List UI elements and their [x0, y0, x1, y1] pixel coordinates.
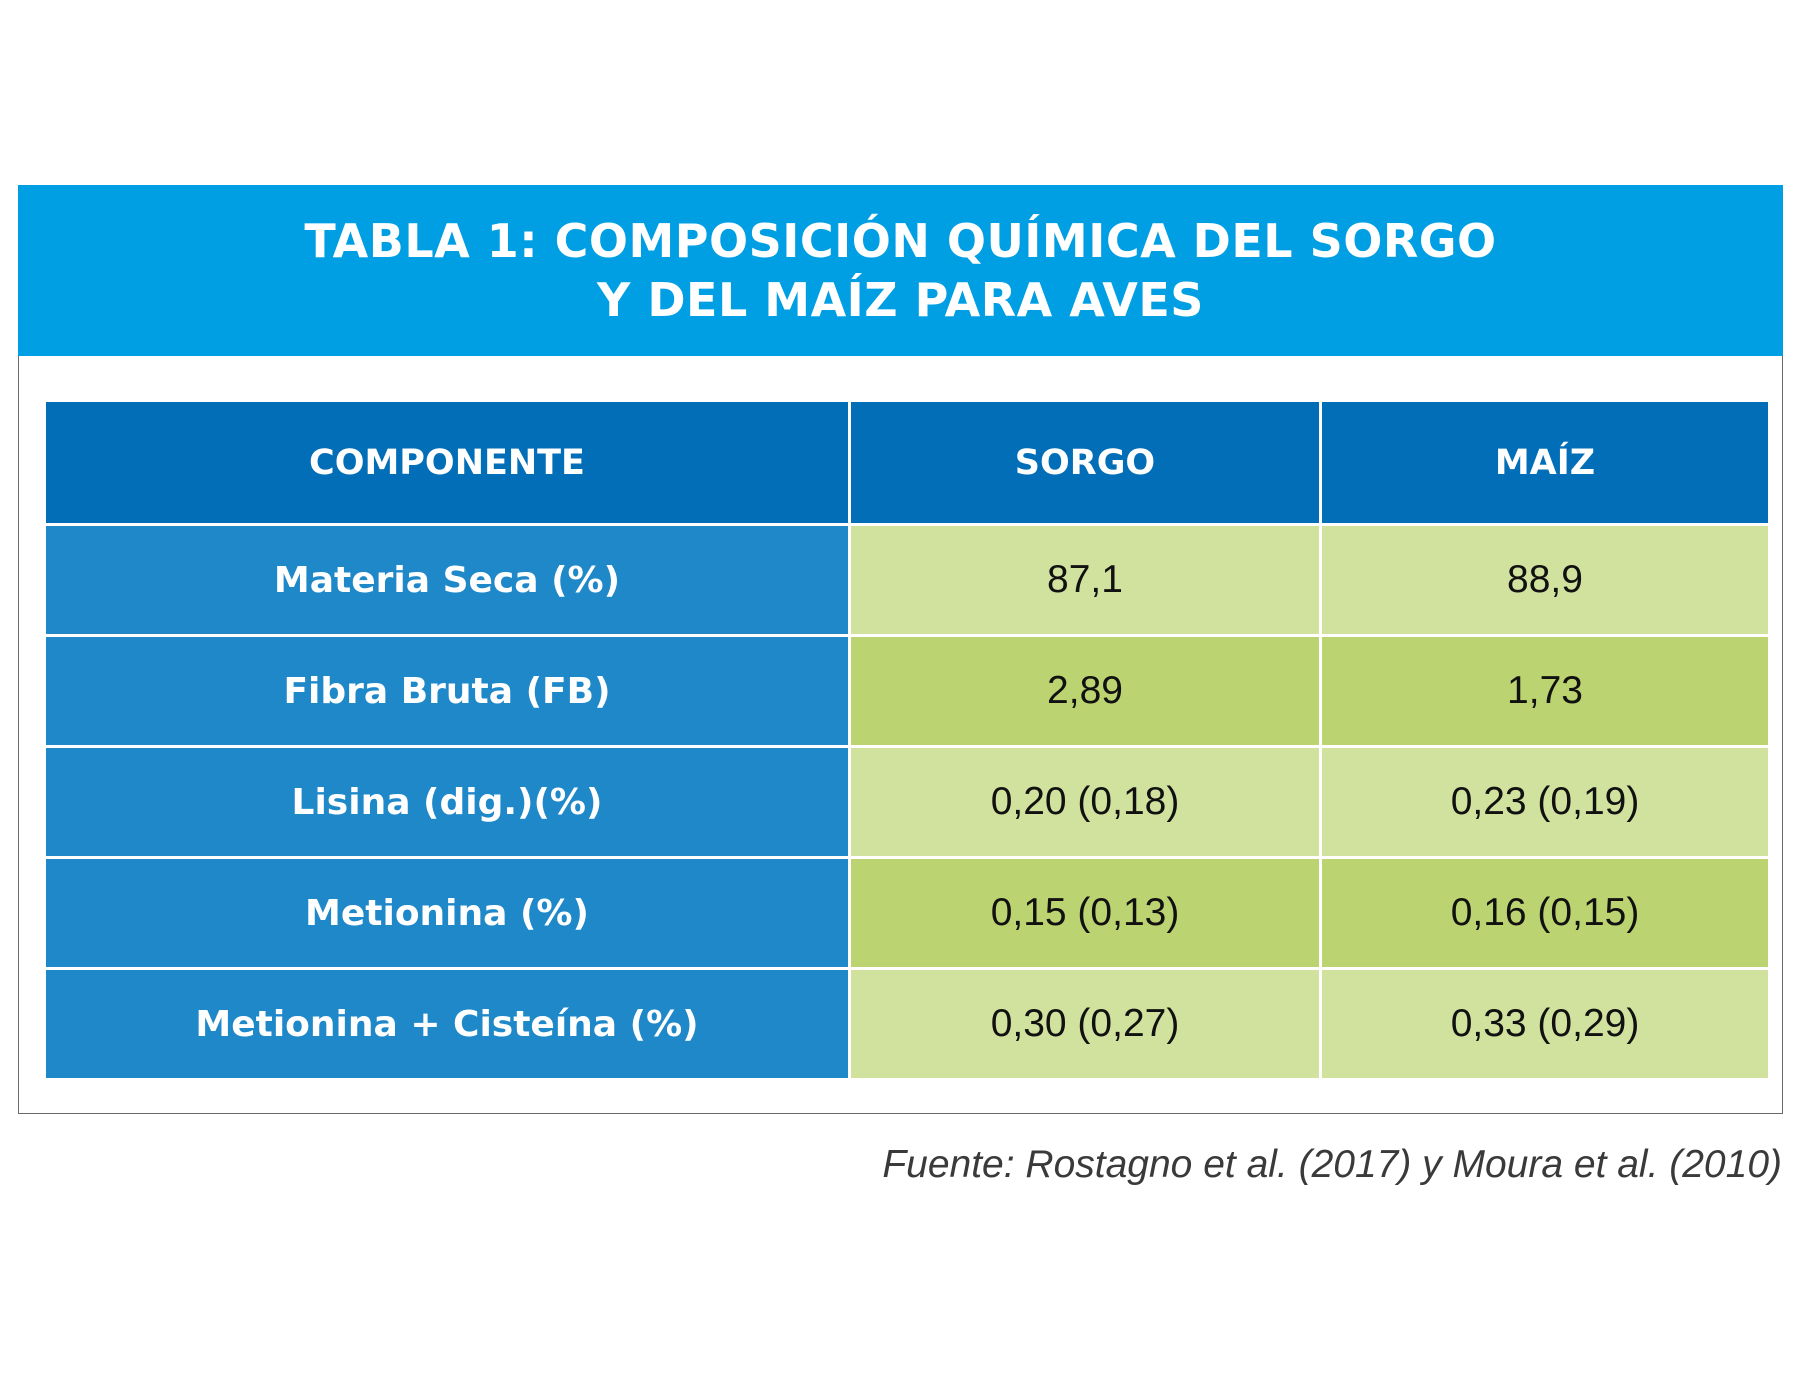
column-header-sorgo: SORGO [851, 402, 1319, 523]
composition-table: COMPONENTE SORGO MAÍZ Materia Seca (%) 8… [46, 402, 1768, 1078]
row-label-lisina: Lisina (dig.)(%) [46, 748, 848, 856]
column-header-componente: COMPONENTE [46, 402, 848, 523]
row-label-metionina-cisteina: Metionina + Cisteína (%) [46, 970, 848, 1078]
source-note: Fuente: Rostagno et al. (2017) y Moura e… [882, 1143, 1782, 1186]
table-title-line-1: TABLA 1: COMPOSICIÓN QUÍMICA DEL SORGO [304, 213, 1497, 268]
cell-sorgo-metionina: 0,15 (0,13) [851, 859, 1319, 967]
row-label-metionina: Metionina (%) [46, 859, 848, 967]
cell-sorgo-lisina: 0,20 (0,18) [851, 748, 1319, 856]
cell-maiz-lisina: 0,23 (0,19) [1322, 748, 1768, 856]
cell-maiz-metionina: 0,16 (0,15) [1322, 859, 1768, 967]
cell-maiz-materia-seca: 88,9 [1322, 526, 1768, 634]
cell-sorgo-metionina-cisteina: 0,30 (0,27) [851, 970, 1319, 1078]
cell-sorgo-fibra-bruta: 2,89 [851, 637, 1319, 745]
cell-maiz-fibra-bruta: 1,73 [1322, 637, 1768, 745]
column-header-maiz: MAÍZ [1322, 402, 1768, 523]
row-label-fibra-bruta: Fibra Bruta (FB) [46, 637, 848, 745]
cell-maiz-metionina-cisteina: 0,33 (0,29) [1322, 970, 1768, 1078]
row-label-materia-seca: Materia Seca (%) [46, 526, 848, 634]
table-title-line-2: Y DEL MAÍZ PARA AVES [597, 272, 1204, 327]
table-title-band: TABLA 1: COMPOSICIÓN QUÍMICA DEL SORGO Y… [18, 185, 1783, 356]
cell-sorgo-materia-seca: 87,1 [851, 526, 1319, 634]
